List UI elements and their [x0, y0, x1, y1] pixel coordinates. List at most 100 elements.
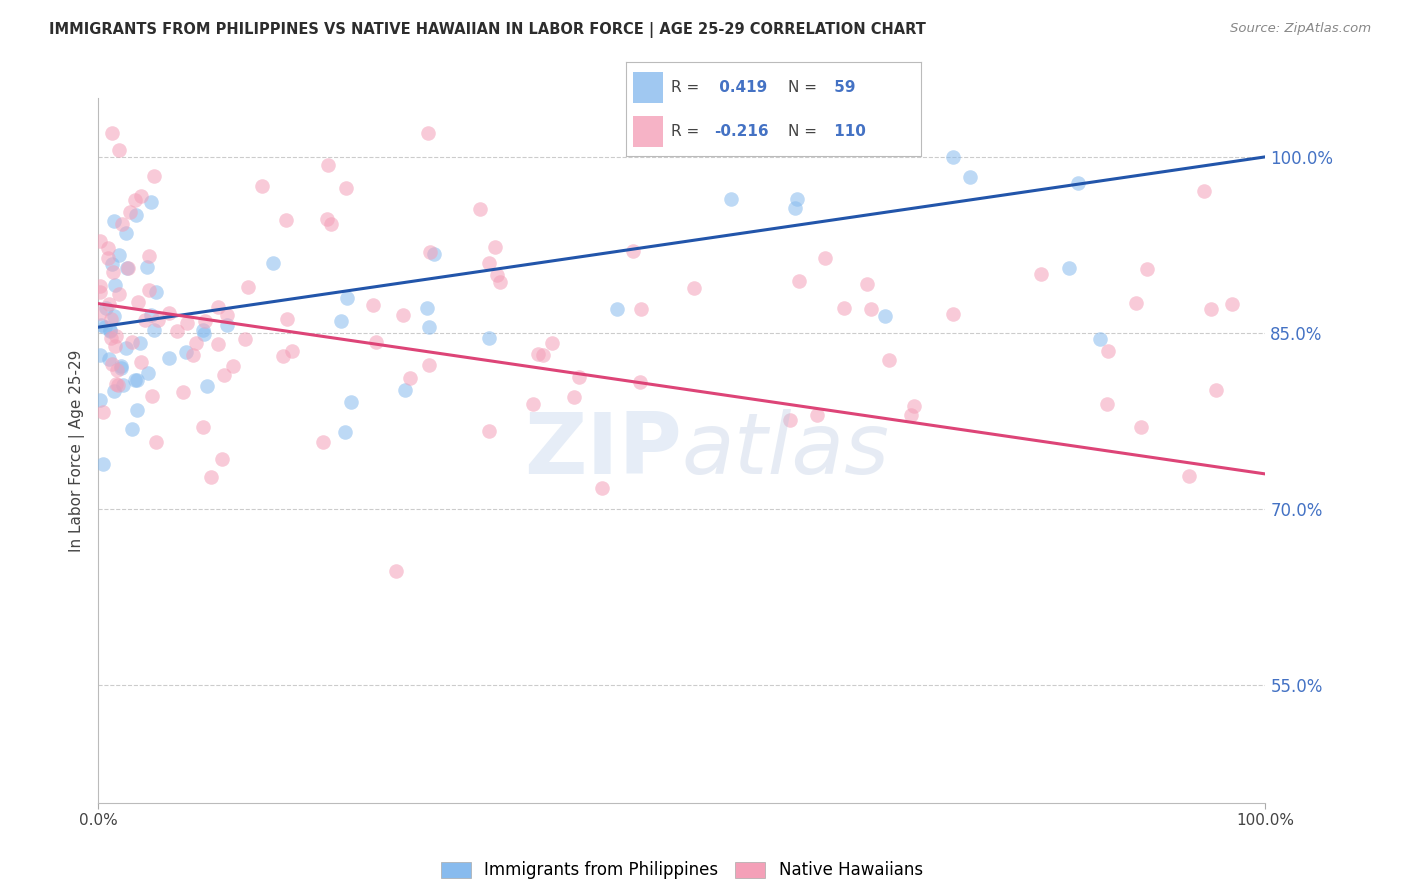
Point: [91, 458, 114, 472]
Point: [96, 301, 118, 316]
Point: [873, 309, 896, 323]
Point: [100, 311, 122, 326]
Bar: [633, 116, 662, 147]
Point: [110, 218, 132, 232]
Point: [630, 302, 652, 317]
Point: [108, 286, 131, 301]
Point: [591, 481, 613, 495]
Point: [271, 349, 294, 363]
Point: [121, 422, 143, 436]
Point: [900, 409, 922, 423]
Point: [959, 170, 981, 185]
Point: [101, 265, 124, 279]
Point: [138, 283, 160, 297]
Point: [478, 424, 501, 438]
Point: [316, 158, 339, 172]
Text: IMMIGRANTS FROM PHILIPPINES VS NATIVE HAWAIIAN IN LABOR FORCE | AGE 25-29 CORREL: IMMIGRANTS FROM PHILIPPINES VS NATIVE HA…: [49, 22, 927, 38]
Point: [335, 181, 357, 195]
Point: [274, 213, 297, 227]
Point: [191, 420, 214, 434]
Point: [98, 297, 121, 311]
Point: [141, 389, 163, 403]
Point: [89, 285, 111, 299]
Text: 59: 59: [830, 79, 856, 95]
Point: [90, 318, 112, 333]
Point: [315, 212, 337, 227]
Point: [856, 277, 879, 292]
Point: [211, 452, 233, 467]
Point: [783, 202, 806, 216]
Point: [333, 425, 356, 439]
Point: [100, 357, 122, 371]
Point: [108, 248, 131, 262]
Point: [1178, 469, 1201, 483]
Point: [129, 355, 152, 369]
Point: [222, 359, 245, 373]
Text: N =: N =: [787, 124, 817, 139]
Point: [186, 336, 208, 351]
Point: [125, 208, 148, 222]
Point: [683, 281, 706, 295]
Point: [112, 378, 135, 392]
Point: [89, 348, 111, 362]
Point: [105, 363, 128, 377]
Point: [142, 323, 165, 337]
Point: [233, 332, 256, 346]
Point: [194, 314, 217, 328]
Point: [329, 314, 352, 328]
Point: [276, 312, 298, 326]
Point: [485, 268, 508, 282]
Point: [124, 193, 146, 207]
Point: [105, 376, 128, 391]
Point: [416, 127, 439, 141]
Point: [166, 324, 188, 338]
Point: [108, 143, 131, 157]
Text: 110: 110: [830, 124, 866, 139]
Point: [139, 195, 162, 210]
Point: [103, 309, 125, 323]
Point: [124, 373, 146, 387]
Point: [104, 339, 127, 353]
Point: [860, 302, 883, 317]
Point: [1129, 419, 1152, 434]
Point: [832, 301, 855, 315]
Point: [336, 291, 359, 305]
Point: [157, 351, 180, 366]
Point: [398, 371, 420, 385]
Point: [942, 150, 965, 164]
Point: [212, 368, 235, 383]
Point: [623, 244, 645, 259]
Point: [806, 408, 828, 422]
Point: [110, 359, 132, 373]
Point: [181, 348, 204, 362]
Point: [312, 434, 335, 449]
Point: [110, 361, 132, 376]
Point: [478, 256, 501, 270]
Point: [416, 301, 439, 316]
Point: [118, 204, 141, 219]
Text: 0.419: 0.419: [714, 79, 768, 95]
Text: R =: R =: [672, 79, 700, 95]
Point: [385, 565, 408, 579]
Point: [789, 274, 811, 288]
Point: [134, 313, 156, 327]
Point: [236, 279, 259, 293]
Point: [129, 189, 152, 203]
Point: [484, 240, 506, 254]
Point: [903, 399, 925, 413]
Point: [215, 308, 238, 322]
Point: [97, 251, 120, 265]
Point: [1205, 383, 1227, 397]
Point: [103, 214, 125, 228]
Point: [488, 276, 510, 290]
Point: [127, 294, 149, 309]
Point: [129, 335, 152, 350]
Point: [207, 300, 229, 314]
Point: [1125, 295, 1147, 310]
Point: [531, 348, 554, 362]
Point: [98, 323, 121, 337]
Point: [172, 384, 194, 399]
Point: [125, 372, 148, 386]
Point: [98, 351, 121, 366]
Point: [89, 278, 111, 293]
